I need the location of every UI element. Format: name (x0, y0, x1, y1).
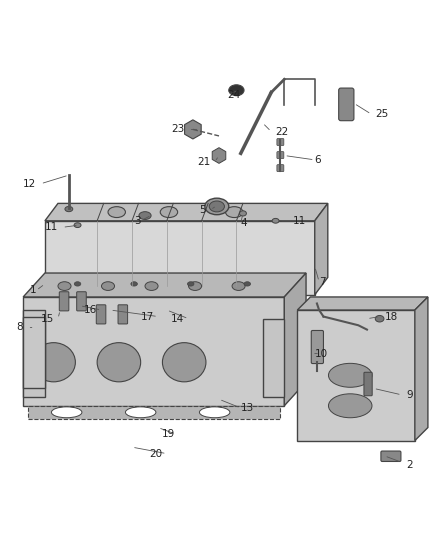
FancyBboxPatch shape (364, 372, 372, 396)
Ellipse shape (240, 211, 247, 216)
FancyBboxPatch shape (96, 305, 106, 324)
Text: 3: 3 (134, 216, 141, 226)
Ellipse shape (108, 207, 125, 217)
Ellipse shape (65, 206, 73, 212)
Ellipse shape (187, 282, 194, 286)
Text: 22: 22 (276, 126, 289, 136)
FancyBboxPatch shape (118, 305, 127, 324)
Polygon shape (23, 317, 45, 389)
Text: 15: 15 (40, 314, 53, 324)
Ellipse shape (58, 282, 71, 290)
Polygon shape (262, 319, 284, 397)
Ellipse shape (205, 198, 229, 215)
Text: 14: 14 (171, 314, 184, 324)
Ellipse shape (51, 407, 82, 418)
Text: 4: 4 (241, 218, 247, 228)
Text: 20: 20 (149, 449, 162, 458)
Text: 10: 10 (315, 349, 328, 359)
Text: 13: 13 (241, 403, 254, 413)
Text: 9: 9 (406, 390, 413, 400)
Text: 11: 11 (45, 222, 58, 232)
Ellipse shape (272, 219, 279, 223)
Text: 16: 16 (84, 305, 97, 315)
Ellipse shape (328, 364, 372, 387)
Ellipse shape (232, 282, 245, 290)
Ellipse shape (74, 282, 81, 286)
FancyBboxPatch shape (59, 292, 69, 311)
FancyBboxPatch shape (339, 88, 354, 120)
FancyBboxPatch shape (277, 139, 284, 146)
Ellipse shape (145, 282, 158, 290)
Text: 23: 23 (171, 124, 184, 134)
Text: 25: 25 (376, 109, 389, 119)
Polygon shape (23, 273, 306, 297)
Ellipse shape (209, 201, 224, 212)
Text: 1: 1 (30, 286, 36, 295)
Text: 2: 2 (406, 459, 413, 470)
Ellipse shape (32, 343, 75, 382)
Ellipse shape (74, 223, 81, 228)
Ellipse shape (125, 407, 156, 418)
FancyBboxPatch shape (277, 165, 284, 172)
Polygon shape (45, 204, 328, 221)
Text: 7: 7 (319, 277, 326, 287)
Ellipse shape (328, 394, 372, 418)
Text: 6: 6 (315, 155, 321, 165)
Ellipse shape (199, 407, 230, 418)
Ellipse shape (97, 343, 141, 382)
Text: 21: 21 (197, 157, 210, 167)
Text: 12: 12 (23, 179, 36, 189)
Ellipse shape (102, 282, 115, 290)
Ellipse shape (131, 282, 138, 286)
Polygon shape (284, 273, 306, 406)
Polygon shape (315, 204, 328, 295)
FancyBboxPatch shape (277, 151, 284, 158)
FancyBboxPatch shape (77, 292, 86, 311)
Text: 17: 17 (141, 312, 154, 321)
Text: 8: 8 (17, 322, 23, 333)
Polygon shape (23, 297, 284, 406)
Text: 5: 5 (199, 205, 206, 215)
Polygon shape (28, 406, 280, 419)
Polygon shape (415, 297, 428, 441)
Ellipse shape (188, 282, 201, 290)
FancyBboxPatch shape (381, 451, 401, 462)
Ellipse shape (375, 316, 384, 322)
Ellipse shape (244, 282, 251, 286)
Ellipse shape (160, 207, 178, 217)
Text: 18: 18 (385, 312, 398, 321)
Text: 19: 19 (162, 429, 176, 439)
Ellipse shape (226, 207, 243, 217)
Polygon shape (23, 310, 45, 397)
Ellipse shape (139, 212, 151, 220)
Polygon shape (45, 221, 315, 295)
Ellipse shape (229, 85, 244, 96)
Polygon shape (297, 297, 428, 310)
Text: 11: 11 (293, 216, 306, 226)
Ellipse shape (162, 343, 206, 382)
FancyBboxPatch shape (311, 330, 323, 364)
Polygon shape (297, 310, 415, 441)
Text: 24: 24 (228, 90, 241, 100)
